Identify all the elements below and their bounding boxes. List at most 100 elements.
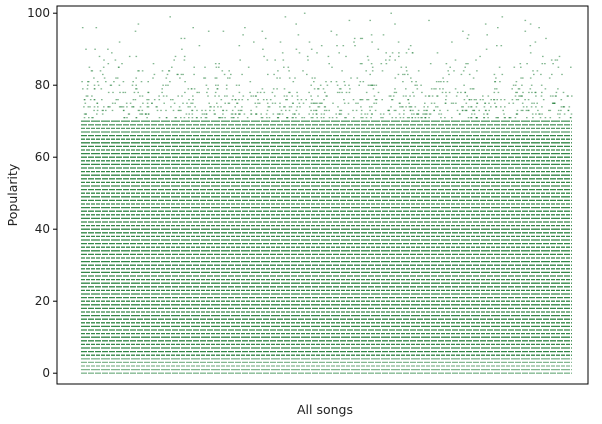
data-point: [96, 109, 99, 112]
data-point: [371, 84, 374, 86]
data-point: [146, 106, 149, 108]
data-point: [322, 88, 325, 90]
data-point: [471, 113, 473, 115]
data-point: [107, 48, 109, 50]
data-point: [232, 95, 234, 97]
data-point: [286, 95, 288, 97]
data-point: [563, 113, 566, 115]
data-point: [87, 106, 90, 108]
data-point: [325, 109, 328, 112]
data-point: [411, 117, 413, 119]
data-point: [93, 106, 96, 108]
data-point: [429, 113, 432, 115]
data-point: [500, 45, 503, 47]
data-point: [191, 113, 194, 115]
data-point: [236, 102, 239, 104]
data-point: [165, 77, 168, 79]
data-point: [554, 95, 557, 97]
data-point: [296, 95, 299, 97]
y-tick-label: 100: [27, 6, 50, 20]
data-point: [188, 117, 190, 119]
data-point: [205, 117, 208, 119]
data-point: [433, 88, 435, 90]
data-point: [279, 41, 282, 43]
data-point: [134, 99, 137, 101]
data-point: [167, 84, 169, 86]
data-point: [497, 27, 499, 29]
data-point: [300, 99, 303, 101]
data-point: [539, 117, 542, 119]
data-point: [152, 77, 154, 79]
data-point: [249, 81, 252, 83]
data-point: [340, 113, 343, 115]
data-point: [118, 84, 121, 86]
data-point: [135, 77, 137, 79]
data-points: [81, 12, 573, 374]
data-point: [190, 102, 192, 104]
data-point: [272, 88, 275, 90]
data-point: [522, 77, 524, 79]
data-point: [288, 77, 291, 79]
data-point: [222, 30, 225, 32]
data-point: [503, 113, 505, 115]
data-point: [122, 106, 125, 108]
data-point: [456, 91, 459, 94]
data-point: [485, 48, 488, 50]
data-point: [365, 91, 368, 94]
data-point: [369, 109, 371, 112]
data-point: [423, 106, 425, 108]
data-point: [430, 88, 433, 90]
data-point: [562, 106, 565, 108]
data-point: [298, 52, 301, 54]
data-point: [341, 91, 343, 94]
data-point: [101, 109, 104, 112]
data-point: [237, 109, 240, 112]
data-point: [144, 113, 147, 115]
data-point: [412, 91, 414, 94]
data-point: [91, 95, 93, 97]
data-point: [540, 95, 543, 97]
data-point: [347, 102, 350, 104]
data-point: [488, 102, 490, 104]
data-point: [131, 84, 134, 86]
data-point: [161, 88, 163, 90]
data-point: [424, 117, 426, 119]
data-point: [305, 99, 307, 101]
data-point: [560, 99, 563, 101]
data-point: [274, 59, 276, 61]
data-point: [316, 102, 318, 104]
data-point: [338, 88, 341, 90]
data-point: [358, 84, 360, 86]
data-point: [81, 27, 84, 29]
data-point: [530, 106, 533, 108]
data-point: [142, 102, 144, 104]
data-point: [461, 106, 463, 108]
data-point: [170, 99, 172, 101]
data-point: [529, 52, 532, 54]
data-point: [521, 102, 524, 104]
data-point: [496, 45, 498, 47]
data-point: [135, 84, 137, 86]
data-point: [518, 88, 521, 90]
data-point: [99, 70, 102, 72]
data-point: [375, 99, 378, 101]
data-point: [483, 117, 485, 119]
data-point: [233, 117, 235, 119]
data-point: [442, 88, 444, 90]
data-point: [417, 70, 420, 72]
data-point: [267, 73, 269, 76]
data-point: [445, 95, 448, 97]
data-point: [317, 88, 320, 90]
data-point: [472, 77, 475, 79]
data-point: [258, 102, 261, 104]
data-point: [521, 84, 523, 86]
data-point: [462, 70, 465, 72]
data-point: [366, 55, 369, 58]
data-point: [515, 99, 518, 101]
data-point: [479, 55, 481, 58]
data-point: [365, 70, 367, 72]
data-point: [359, 63, 362, 65]
data-point: [503, 117, 506, 119]
data-point: [301, 117, 303, 119]
data-point: [520, 95, 523, 97]
